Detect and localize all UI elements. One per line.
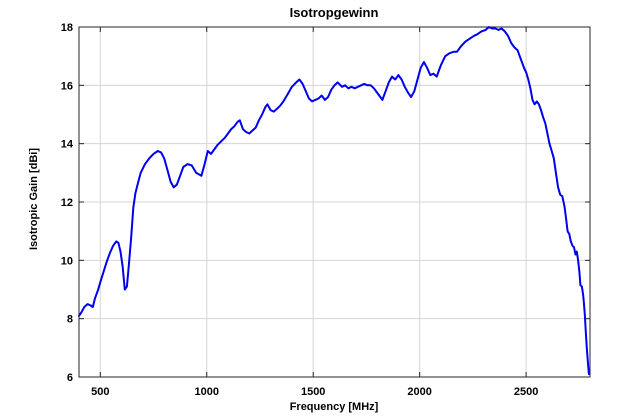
x-tick-label-2000: 2000: [407, 386, 431, 398]
x-tick-label-2500: 2500: [514, 386, 538, 398]
y-tick-label-12: 12: [61, 197, 73, 209]
x-axis-label: Frequency [MHz]: [290, 401, 379, 413]
x-tick-label-1500: 1500: [301, 386, 325, 398]
y-tick-label-8: 8: [67, 314, 73, 326]
data-line-isotropic-gain: [78, 26, 590, 376]
data-line-layer: [78, 26, 590, 376]
chart-title: Isotropgewinn: [290, 5, 379, 20]
y-tick-label-14: 14: [61, 139, 74, 151]
y-tick-label-16: 16: [61, 80, 73, 92]
y-tick-label-18: 18: [61, 22, 73, 34]
tick-layer: [79, 26, 590, 378]
x-tick-label-500: 500: [91, 386, 109, 398]
y-axis-label: Isotropic Gain [dBi]: [28, 148, 40, 250]
y-tick-label-10: 10: [61, 255, 73, 267]
grid-layer: [79, 27, 590, 377]
y-tick-label-6: 6: [67, 372, 73, 384]
x-tick-label-1000: 1000: [195, 386, 219, 398]
tick-label-layer: 500 1000 1500 2000 2500 6 8 10 12 14 16 18: [61, 22, 539, 398]
